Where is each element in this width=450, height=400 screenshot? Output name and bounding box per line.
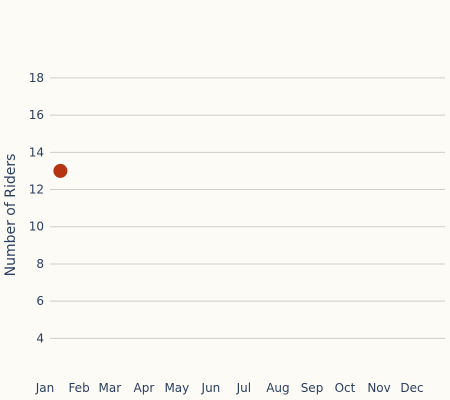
x-tick-label-may: May	[164, 381, 189, 395]
y-tick-label: 14	[29, 145, 44, 159]
x-tick-label-nov: Nov	[367, 381, 390, 395]
y-tick-label: 12	[29, 183, 44, 197]
x-tick-label-jul: Jul	[236, 381, 251, 395]
data-points	[53, 163, 68, 178]
x-tick-label-jan: Jan	[35, 381, 55, 395]
x-tick-label-aug: Aug	[266, 381, 289, 395]
y-tick-label: 16	[29, 108, 44, 122]
x-tick-label-jun: Jun	[201, 381, 221, 395]
x-tick-label-sep: Sep	[301, 381, 324, 395]
gridlines	[50, 77, 445, 339]
x-tick-label-dec: Dec	[400, 381, 423, 395]
y-tick-label: 18	[29, 71, 44, 85]
y-tick-label: 10	[29, 220, 44, 234]
x-tick-label-oct: Oct	[335, 381, 356, 395]
y-tick-label: 4	[36, 331, 44, 345]
y-axis-title: Number of Riders	[3, 154, 19, 277]
x-tick-label-feb: Feb	[68, 381, 89, 395]
data-point-0-0[interactable]	[53, 163, 68, 178]
x-axis-ticks: Jan Feb Mar Apr May Jun Jul Aug Sep Oct Nov Dec	[35, 381, 424, 395]
y-tick-label: 8	[36, 257, 44, 271]
y-axis-ticks: 4 6 8 10 12 14 16 18	[29, 71, 44, 345]
x-tick-label-mar: Mar	[99, 381, 122, 395]
x-tick-label-apr: Apr	[134, 381, 155, 395]
y-tick-label: 6	[36, 294, 44, 308]
